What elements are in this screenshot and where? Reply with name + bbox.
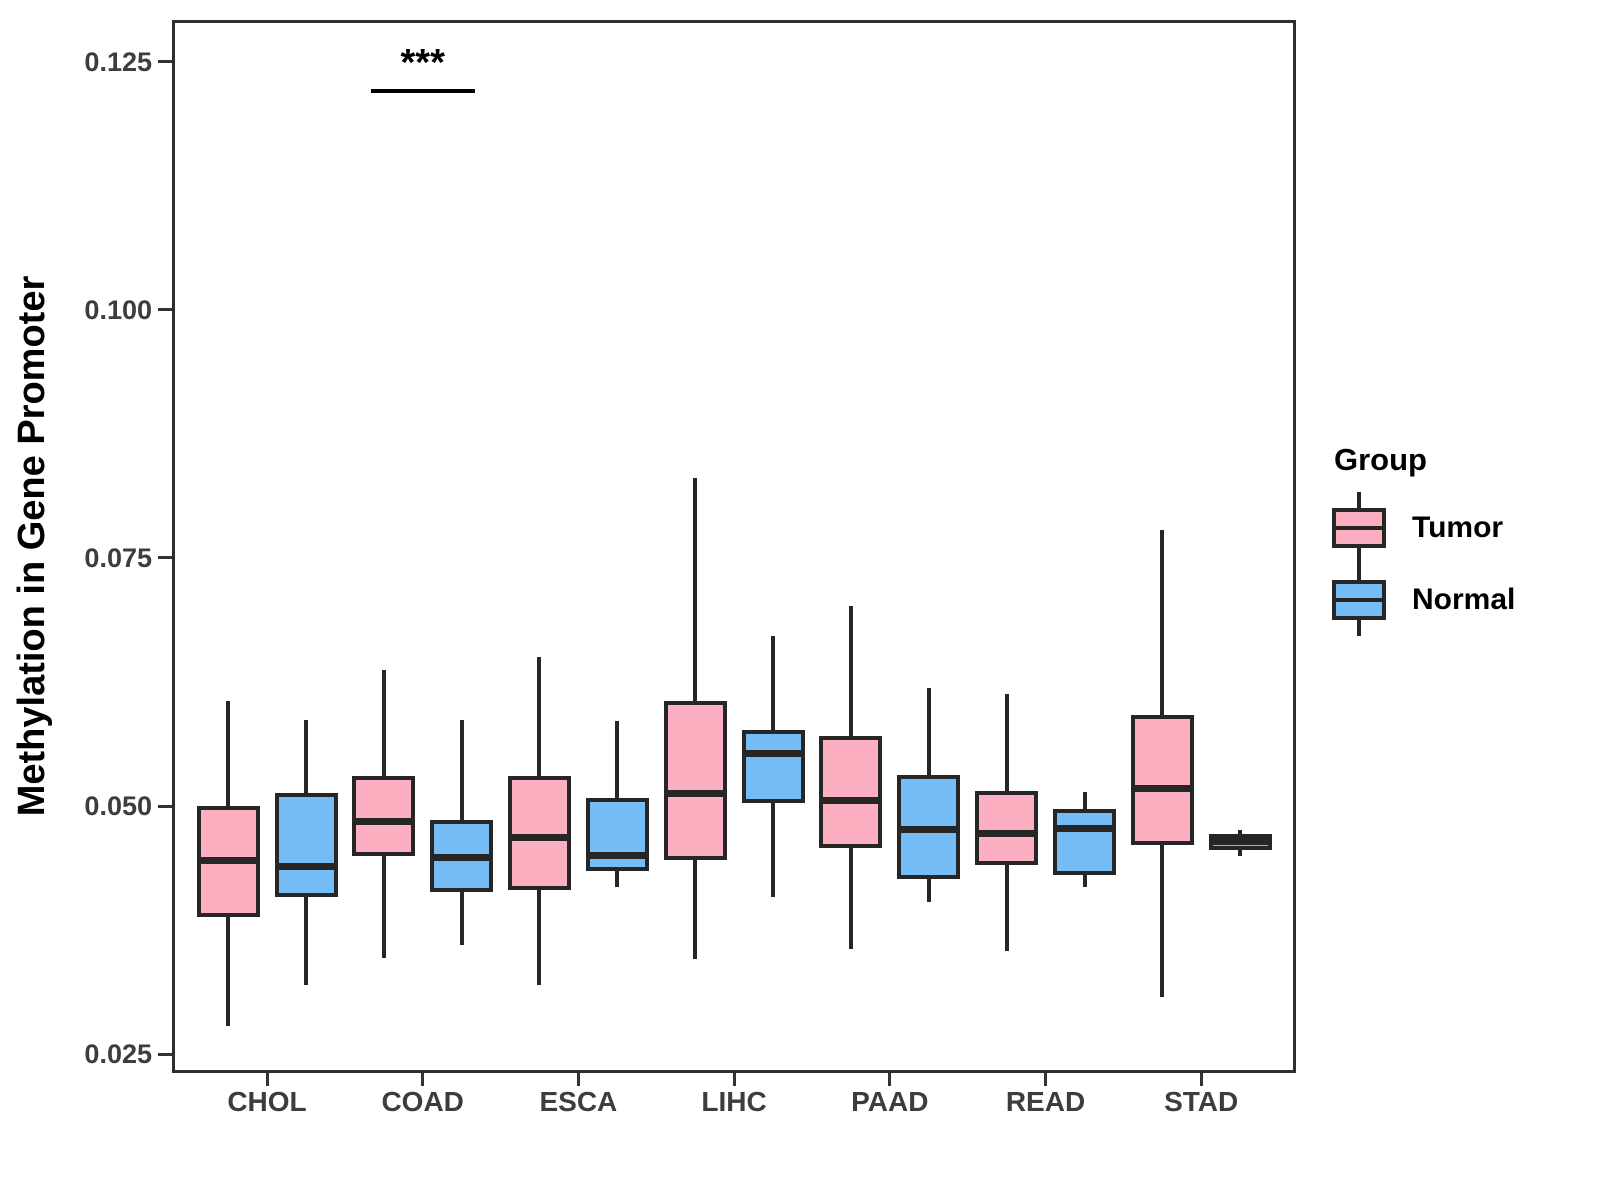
x-tick-label-COAD: COAD: [381, 1086, 464, 1117]
x-tick-mark-LIHC: [732, 1073, 736, 1086]
x-tick-mark-ESCA: [576, 1073, 580, 1086]
y-tick-label-0.025: 0.025: [84, 1039, 152, 1070]
box-tumor-ESCA: [507, 776, 571, 891]
x-tick-label-CHOL: CHOL: [227, 1086, 307, 1117]
median-normal-STAD: [1208, 838, 1272, 846]
y-tick-mark-0.100: [158, 308, 172, 312]
box-normal-CHOL: [274, 793, 338, 898]
legend-title: Group: [1334, 442, 1427, 477]
boxplot-glyph-icon: [1332, 564, 1386, 636]
x-tick-mark-PAAD: [888, 1073, 892, 1086]
box-normal-ESCA: [585, 798, 649, 871]
median-tumor-PAAD: [819, 796, 883, 804]
y-tick-label-0.050: 0.050: [84, 791, 152, 822]
legend-item-tumor: Tumor: [1332, 492, 1592, 564]
y-tick-mark-0.075: [158, 556, 172, 560]
x-tick-label-READ: READ: [1005, 1086, 1086, 1117]
y-tick-mark-0.125: [158, 60, 172, 64]
significance-stars: ***: [400, 42, 445, 85]
x-tick-label-LIHC: LIHC: [701, 1086, 767, 1117]
median-tumor-LIHC: [663, 789, 727, 797]
median-normal-CHOL: [274, 863, 338, 871]
median-tumor-STAD: [1130, 784, 1194, 792]
x-tick-mark-CHOL: [265, 1073, 269, 1086]
x-tick-label-PAAD: PAAD: [851, 1086, 929, 1117]
y-tick-mark-0.050: [158, 804, 172, 808]
legend-label-tumor: Tumor: [1412, 511, 1504, 544]
box-tumor-PAAD: [819, 735, 883, 848]
legend-label-normal: Normal: [1412, 583, 1516, 616]
x-tick-label-STAD: STAD: [1164, 1086, 1239, 1117]
plot-panel: ***: [172, 20, 1296, 1073]
median-normal-COAD: [430, 854, 494, 862]
box-normal-READ: [1053, 808, 1116, 876]
median-tumor-READ: [975, 830, 1038, 838]
y-tick-mark-0.025: [158, 1052, 172, 1056]
y-tick-label-0.075: 0.075: [84, 542, 152, 573]
significance-line: [370, 89, 475, 94]
x-tick-mark-STAD: [1199, 1073, 1203, 1086]
legend: Group Tumor Normal: [1332, 442, 1592, 636]
x-tick-label-ESCA: ESCA: [539, 1086, 618, 1117]
median-normal-ESCA: [585, 852, 649, 860]
box-tumor-STAD: [1130, 714, 1194, 845]
boxplot-glyph-icon: [1332, 492, 1386, 564]
box-tumor-LIHC: [663, 700, 727, 860]
legend-item-normal: Normal: [1332, 564, 1592, 636]
box-tumor-COAD: [352, 776, 416, 856]
y-tick-label-0.100: 0.100: [84, 294, 152, 325]
x-tick-mark-COAD: [421, 1073, 425, 1086]
median-normal-LIHC: [741, 749, 805, 757]
median-tumor-COAD: [352, 818, 416, 826]
y-tick-label-0.125: 0.125: [84, 46, 152, 77]
x-tick-mark-READ: [1044, 1073, 1047, 1086]
median-normal-PAAD: [897, 826, 961, 834]
median-tumor-ESCA: [507, 834, 571, 842]
box-normal-LIHC: [741, 729, 805, 804]
box-tumor-READ: [975, 791, 1038, 865]
median-normal-READ: [1053, 825, 1116, 833]
median-tumor-CHOL: [196, 857, 260, 865]
